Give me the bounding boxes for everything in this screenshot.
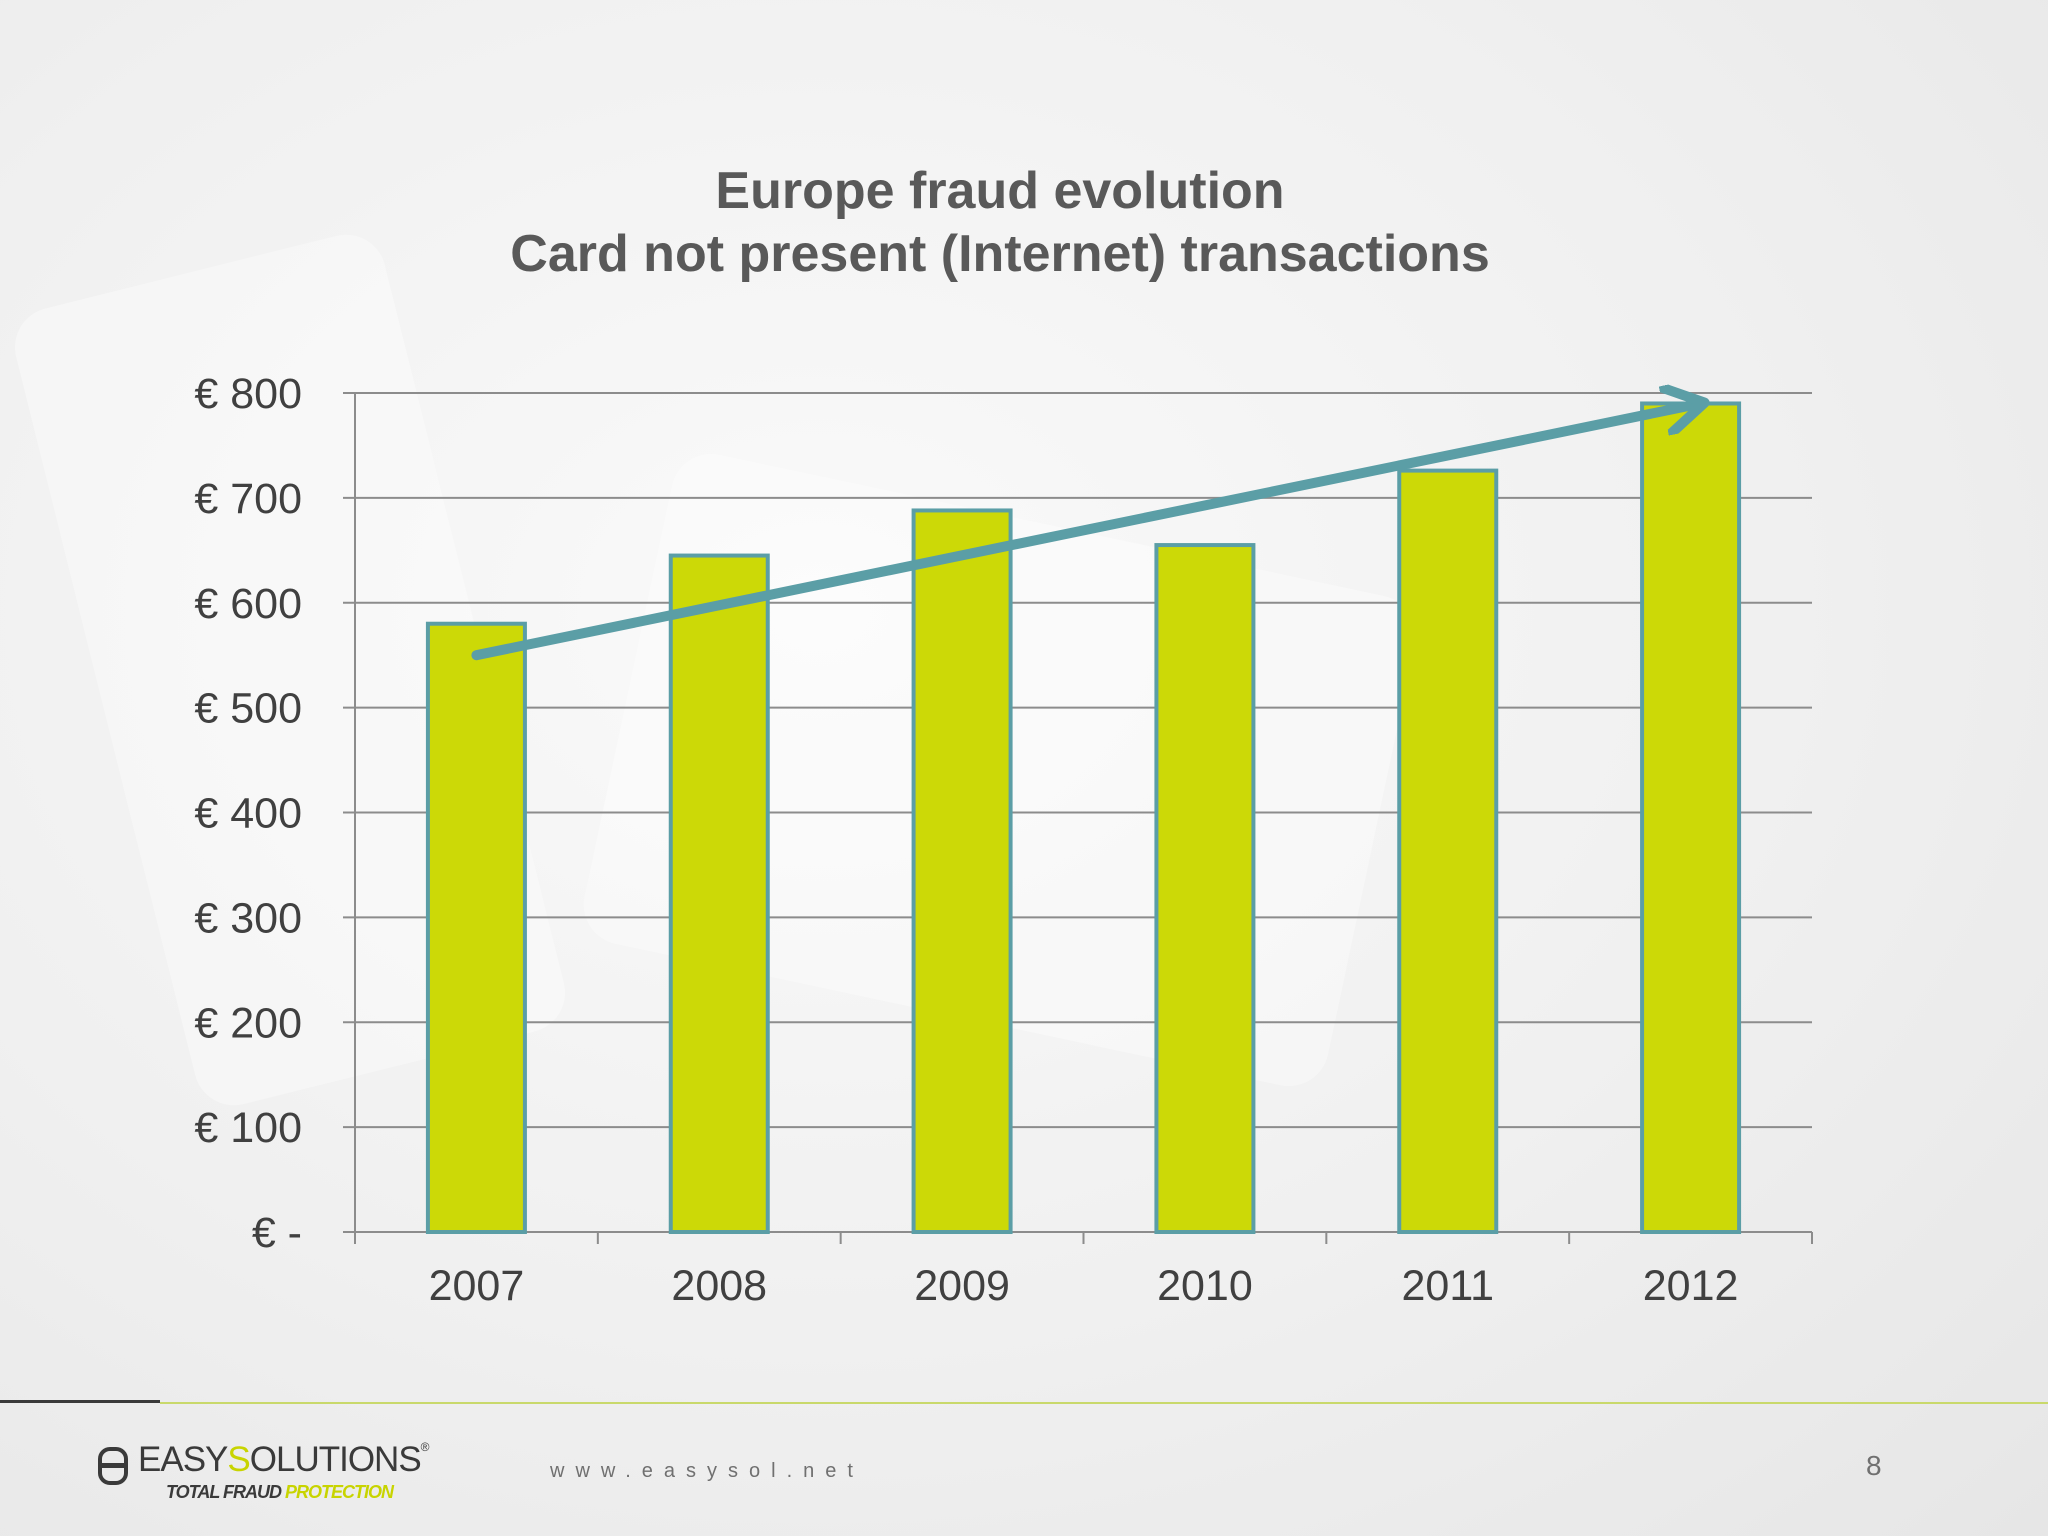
bar-2012 <box>1640 401 1742 1234</box>
x-tick-label: 2008 <box>671 1262 767 1310</box>
axes <box>343 392 1813 1244</box>
slide-title: Europe fraud evolution Card not present … <box>0 160 2000 286</box>
bar-2010 <box>1154 543 1256 1234</box>
logo-text-accent: S <box>227 1440 250 1479</box>
page-number: 8 <box>1866 1450 1882 1481</box>
x-tick-label: 2011 <box>1402 1262 1494 1310</box>
x-tick-labels: 2007 2008 2009 2010 2011 2012 <box>429 1262 1739 1310</box>
logo-text-dark: EASY <box>138 1440 228 1479</box>
x-tick-label: 2007 <box>429 1262 525 1310</box>
bar-2007 <box>425 621 527 1234</box>
y-tick-label: € 600 <box>194 580 302 628</box>
bar-2008 <box>668 553 770 1234</box>
trend-arrow <box>471 403 1700 661</box>
bar-2009 <box>911 508 1013 1234</box>
trend-arrow-layer <box>471 403 1700 661</box>
footer-divider-green <box>160 1402 2048 1404</box>
title-line-2: Card not present (Internet) transactions <box>510 225 1490 283</box>
y-tick-label: € 700 <box>194 475 302 523</box>
y-tick-label: € 200 <box>194 999 302 1047</box>
tagline-dark: TOTAL FRAUD <box>166 1482 285 1502</box>
footer-url: www.easysol.net <box>550 1460 864 1482</box>
y-tick-label: € 400 <box>194 790 302 838</box>
x-tick-label: 2010 <box>1157 1262 1253 1310</box>
logo-text-rest: OLUTIONS <box>249 1440 422 1479</box>
logo-mark-icon <box>98 1447 128 1485</box>
gridlines <box>355 392 1812 1129</box>
y-tick-label: € 500 <box>194 685 302 733</box>
x-tick-label: 2012 <box>1643 1262 1739 1310</box>
logo-registered-mark: ® <box>420 1440 430 1454</box>
y-tick-label: € 800 <box>194 370 302 418</box>
x-tick-label: 2009 <box>914 1262 1010 1310</box>
tagline-accent: PROTECTION <box>285 1482 394 1502</box>
y-tick-label: € 300 <box>194 894 302 942</box>
bar-2011 <box>1397 468 1499 1235</box>
y-tick-labels: € - € 100 € 200 € 300 € 400 € 500 € 600 € 700 € … <box>194 370 302 1257</box>
bars <box>425 401 1742 1235</box>
logo-wordmark: EASYSOLUTIONS® <box>138 1440 429 1480</box>
footer-divider-dark <box>0 1400 160 1403</box>
y-tick-label: € - <box>252 1209 302 1257</box>
title-line-1: Europe fraud evolution <box>715 162 1285 220</box>
y-tick-label: € 100 <box>194 1104 302 1152</box>
logo-tagline: TOTAL FRAUD PROTECTION <box>166 1482 394 1503</box>
